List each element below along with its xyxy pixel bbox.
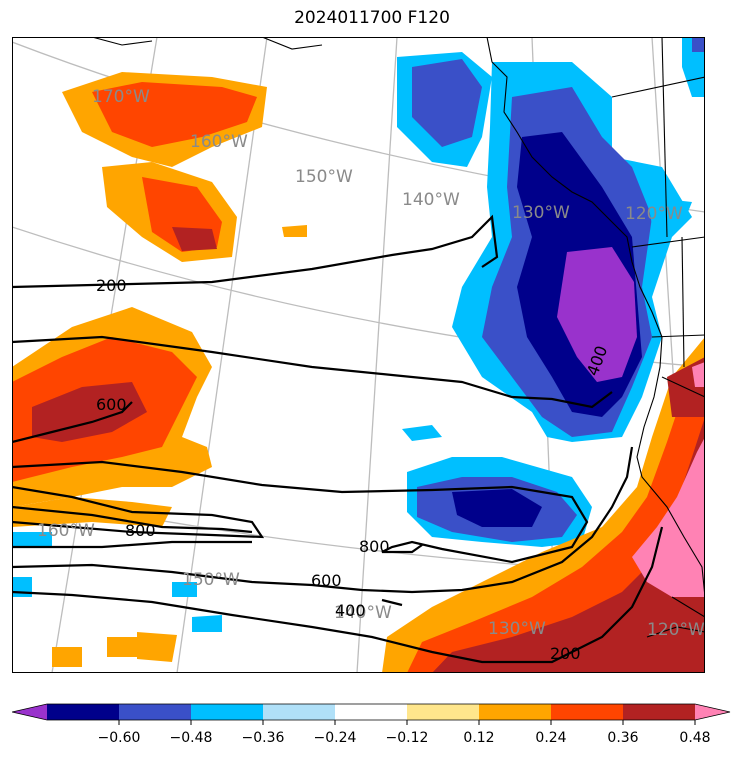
positive-anomaly-nw: [62, 72, 307, 262]
colorbar-tick-label: −0.60: [98, 730, 141, 746]
height-contours: [12, 214, 664, 664]
lon-label: 140°W: [334, 603, 392, 623]
positive-anomaly-se: [382, 337, 705, 673]
colorbar-swatch: [623, 704, 695, 720]
contour-label: 600: [96, 395, 127, 414]
lon-label: 150°W: [182, 570, 240, 590]
negative-anomaly-coast: [397, 37, 705, 442]
colorbar-tick-label: 0.12: [463, 730, 494, 746]
colorbar-swatch: [695, 704, 730, 720]
colorbar-swatch: [479, 704, 551, 720]
colorbar-swatches: [12, 703, 731, 721]
contour-label: 400: [335, 601, 366, 620]
colorbar-swatch: [191, 704, 263, 720]
lon-label: 130°W: [488, 619, 546, 639]
positive-anomaly-west: [12, 307, 212, 667]
colorbar-swatch: [551, 704, 623, 720]
map-panel: 170°W 160°W 150°W 140°W 130°W 120°W 160°…: [12, 37, 705, 673]
lon-label: 120°W: [647, 620, 705, 640]
figure-title: 2024011700 F120: [294, 8, 450, 28]
colorbar: −0.60 −0.48 −0.36 −0.24 −0.12 0.12 0.24 0.36 0.4…: [12, 703, 731, 746]
colorbar-swatch: [407, 704, 479, 720]
lon-label: 140°W: [402, 190, 460, 210]
colorbar-outline: [12, 703, 731, 721]
colorbar-tick-label: −0.12: [386, 730, 429, 746]
lon-label: 160°W: [190, 132, 248, 152]
colorbar-swatch: [335, 704, 407, 720]
colorbar-tick-label: 0.48: [679, 730, 710, 746]
contour-label: 200: [550, 644, 581, 663]
lon-label: 160°W: [37, 521, 95, 541]
colorbar-tick-label: 0.24: [535, 730, 566, 746]
coastlines: [91, 37, 705, 638]
contour-label: 200: [96, 276, 127, 295]
colorbar-tick-label: −0.36: [242, 730, 285, 746]
colorbar-swatch: [12, 704, 47, 720]
colorbar-swatch: [119, 704, 191, 720]
contour-label: 800: [125, 521, 156, 540]
colorbar-swatch: [47, 704, 119, 720]
colorbar-tick-label: −0.24: [314, 730, 357, 746]
colorbar-tick-label: −0.48: [170, 730, 213, 746]
lon-label: 120°W: [625, 204, 683, 224]
lon-label: 170°W: [92, 87, 150, 107]
lon-label: 130°W: [512, 203, 570, 223]
colorbar-swatch: [263, 704, 335, 720]
colorbar-ticks: −0.60 −0.48 −0.36 −0.24 −0.12 0.12 0.24 0.36 0.4…: [98, 720, 711, 746]
colorbar-tick-label: 0.36: [607, 730, 638, 746]
lon-label: 150°W: [295, 167, 353, 187]
contour-label: 800: [359, 537, 390, 556]
contour-label: 600: [311, 571, 342, 590]
